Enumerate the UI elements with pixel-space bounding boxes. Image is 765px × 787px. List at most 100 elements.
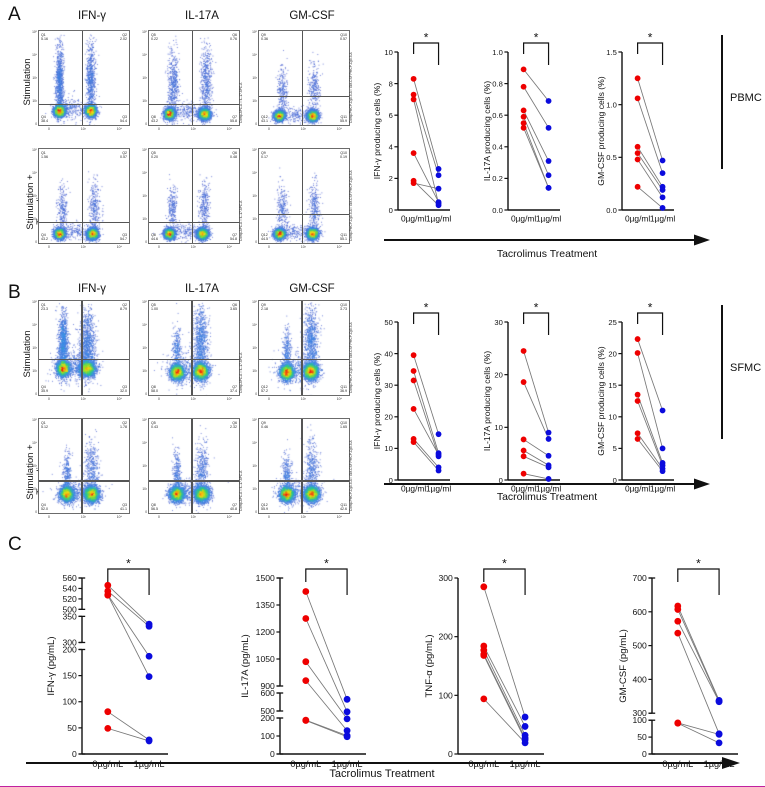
flow-x-axis: 0 10³ 10⁴	[48, 397, 122, 401]
flow-y-tick: 10²	[252, 487, 257, 491]
data-point-pretreatment	[520, 113, 527, 120]
significance-bracket	[637, 312, 664, 335]
flow-x-tick: 10³	[80, 515, 86, 519]
y-axis-title: GM-CSF producing cells (%)	[596, 76, 606, 186]
flow-y-tick: 0	[145, 240, 147, 244]
flow-plot-a-IL17A-r0: Q5 0.22 Q6 0.76 Q8 43.2 Q7 55.8	[148, 30, 240, 126]
flow-x-tick: 0	[48, 245, 50, 249]
treatment-label-b: Tacrolimus Treatment	[496, 491, 598, 503]
flow-density-canvas	[39, 419, 129, 513]
y-tick-label: 25	[608, 318, 616, 327]
data-point-pretreatment	[520, 447, 527, 454]
flow-channel-label: Comp-APC-A :: IL-17 APC-A	[239, 470, 243, 511]
pair-connector	[677, 605, 720, 701]
y-tick-label: 500	[260, 706, 275, 716]
flow-density-canvas	[259, 31, 349, 125]
data-point-pretreatment	[104, 581, 112, 589]
y-tick-label: 900	[260, 681, 275, 691]
flow-plot-b-IL17A-r0: Q5 1.00 Q6 3.65 Q8 58.0 Q7 37.4	[148, 300, 240, 396]
y-tick-label: 200	[438, 632, 453, 642]
significance-star: *	[534, 31, 539, 45]
quadrant-stat-q11: Q11 42.6	[340, 502, 347, 511]
quadrant-stat-q7: Q7 40.8	[230, 502, 237, 511]
pair-connector	[305, 591, 348, 700]
y-tick-label: 50	[67, 723, 77, 733]
flow-x-axis: 0 10³ 10⁴	[48, 515, 122, 519]
flow-x-tick: 10³	[190, 515, 196, 519]
flow-y-tick: 0	[145, 122, 147, 126]
pair-connector	[305, 719, 348, 737]
flow-y-tick: 10⁴	[142, 171, 147, 175]
y-tick-label: 600	[632, 607, 647, 617]
flow-y-tick: 10³	[32, 76, 37, 80]
y-axis-title: IFN-γ producing cells (%)	[372, 82, 382, 180]
flow-plot-a-GMCSF-r0: Q9 0.36 Q10 0.57 Q12 43.1 Q11 55.9	[258, 30, 350, 126]
flow-y-tick: 10⁵	[32, 418, 37, 422]
pair-connector	[413, 408, 439, 455]
flow-x-tick: 10³	[190, 127, 196, 131]
group-label-sfmc: SFMC	[730, 362, 762, 374]
data-point-posttreatment	[545, 452, 552, 459]
data-point-pretreatment	[520, 124, 527, 131]
quadrant-divider-vertical	[191, 301, 193, 395]
panel-letter-a: A	[8, 4, 21, 25]
quadrant-stat-q11: Q11 36.9	[340, 384, 347, 393]
quadrant-divider-horizontal	[259, 214, 349, 216]
pair-connector	[523, 110, 549, 162]
quadrant-stat-q9: Q9 0.36	[261, 33, 268, 42]
quadrant-stat-q9: Q9 2.18	[261, 303, 268, 312]
flow-y-tick: 10³	[32, 464, 37, 468]
x-category-label-pre: 0µg/ml	[401, 484, 426, 494]
quadrant-stat-q6: Q6 2.32	[230, 421, 237, 430]
x-category-label-pre: 0µg/ml	[625, 484, 650, 494]
data-point-pretreatment	[410, 75, 417, 82]
flow-x-tick: 10³	[300, 515, 306, 519]
y-tick-label: 400	[632, 674, 647, 684]
flow-y-tick: 10²	[32, 487, 37, 491]
pair-connector	[523, 381, 549, 440]
quadrant-stat-q4: Q4 38.4	[41, 114, 48, 123]
flow-y-tick: 10³	[252, 76, 257, 80]
quadrant-stat-q6: Q6 0.76	[230, 33, 237, 42]
pair-connector	[523, 69, 549, 102]
y-tick-label: 0.0	[492, 206, 503, 215]
y-tick-label: 0	[270, 749, 275, 759]
y-tick-label: 0.6	[492, 111, 503, 120]
quadrant-divider-horizontal	[39, 103, 129, 106]
y-tick-label: 0	[389, 206, 393, 215]
flow-x-tick: 10⁴	[226, 397, 232, 401]
flow-x-tick: 10³	[190, 245, 196, 249]
quadrant-divider-vertical	[301, 301, 303, 395]
treatment-label-c: Tacrolimus Treatment	[329, 768, 435, 780]
pair-connector	[637, 338, 663, 411]
quadrant-divider-horizontal	[39, 480, 129, 482]
quadrant-divider-horizontal	[259, 96, 349, 98]
data-point-posttreatment	[545, 184, 552, 191]
quadrant-stat-q10: Q10 3.73	[340, 303, 347, 312]
flow-x-tick: 10⁴	[226, 127, 232, 131]
pair-connector	[107, 595, 150, 677]
flow-x-tick: 10⁴	[116, 245, 122, 249]
flow-y-tick: 10³	[142, 194, 147, 198]
flow-x-tick: 0	[158, 245, 160, 249]
data-point-posttreatment	[145, 652, 153, 660]
quadrant-stat-q5: Q5 0.22	[151, 33, 158, 42]
data-point-pretreatment	[520, 470, 527, 477]
significance-bracket	[483, 568, 526, 595]
significance-bracket	[107, 568, 150, 595]
flow-y-tick: 10⁴	[32, 53, 37, 57]
y-tick-label: 1.0	[492, 48, 503, 57]
pair-connector	[413, 370, 439, 454]
data-point-pretreatment	[410, 406, 417, 412]
pair-connector	[305, 618, 348, 712]
flow-channel-label: Comp-PerCP-Cy5-5-A :: GM-CSF PerCP-Cy5-5…	[349, 440, 353, 511]
data-point-pretreatment	[634, 391, 641, 398]
dotplot-c-tnfa: 01002003000µg/mL1µg/mL*TNF-α (pg/mL)	[424, 556, 550, 776]
y-tick-label: 40	[384, 349, 392, 358]
y-axis-title: TNF-α (pg/mL)	[424, 634, 435, 698]
quadrant-divider-horizontal	[39, 221, 129, 224]
flow-y-tick: 10²	[252, 369, 257, 373]
flow-y-axis: 10⁵ 10⁴ 10³ 10² 0	[249, 148, 257, 244]
y-tick-label: 700	[632, 573, 647, 583]
flow-y-tick: 0	[35, 240, 37, 244]
